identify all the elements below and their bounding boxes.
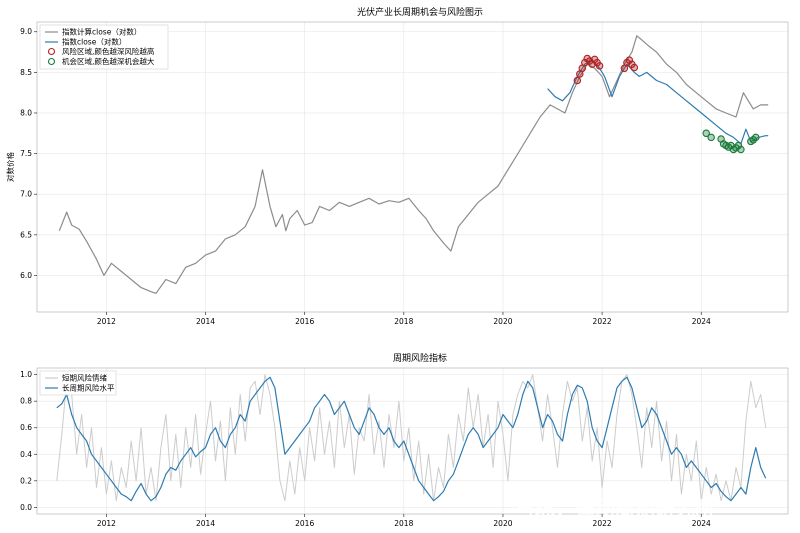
bottom-plot-area xyxy=(56,374,767,502)
bottom-panel: 周期风险指标 0.00.20.40.60.81.0 2012 2014 2016 20… xyxy=(20,352,789,528)
x-tick-label: 2016 xyxy=(295,519,314,528)
x-tick-label: 2014 xyxy=(196,317,215,326)
bottom-chart-title: 周期风险指标 xyxy=(393,352,447,364)
x-tick-label: 2018 xyxy=(394,519,413,528)
scatter-point-risk xyxy=(573,76,582,85)
y-tick-label: 9.0 xyxy=(20,27,32,36)
series-line-1 xyxy=(547,59,769,145)
top-x-ticks: 2012 2014 2016 2018 2020 2022 2024 xyxy=(97,312,711,326)
series-line-0 xyxy=(56,374,767,502)
x-tick-label: 2020 xyxy=(493,519,512,528)
x-tick-label: 2012 xyxy=(97,519,116,528)
x-tick-label: 2024 xyxy=(692,317,711,326)
y-tick-label: 7.0 xyxy=(20,190,32,199)
y-tick-label: 1.0 xyxy=(20,370,32,379)
scatter-point-risk xyxy=(595,62,604,70)
legend-risk-marker xyxy=(47,47,56,56)
top-chart-title: 光伏产业长周期机会与风险图示 xyxy=(357,6,483,18)
x-tick-label: 2022 xyxy=(593,317,612,326)
top-legend-box xyxy=(39,24,169,70)
top-y-ticks: 6.0 6.5 7.0 7.5 8.0 8.5 9.0 xyxy=(20,27,37,280)
y-tick-label: 8.5 xyxy=(20,68,32,77)
top-axes-frame xyxy=(36,21,789,313)
y-tick-label: 0.0 xyxy=(20,503,32,512)
scatter-point-risk xyxy=(625,56,634,64)
legend-opportunity-label: 机会区域,颜色越深机会越大 xyxy=(62,56,155,66)
y-tick-label: 6.5 xyxy=(20,230,32,239)
y-tick-label: 0.8 xyxy=(20,397,32,406)
x-tick-label: 2024 xyxy=(692,519,711,528)
top-legend: 指数计算close（对数） 指数close（对数） 风险区域,颜色越深风险越高 … xyxy=(39,24,169,70)
scatter-point-opportunity xyxy=(734,141,743,150)
x-tick-label: 2018 xyxy=(394,317,413,326)
y-tick-label: 7.5 xyxy=(20,149,32,158)
series-line-0 xyxy=(58,35,769,294)
y-tick-label: 0.6 xyxy=(20,423,32,432)
top-plot-area xyxy=(58,35,769,294)
y-tick-label: 6.0 xyxy=(20,271,32,280)
x-tick-label: 2012 xyxy=(97,317,116,326)
scatter-point-opportunity xyxy=(737,145,745,154)
top-panel: 光伏产业长周期机会与风险图示 6.0 6.5 7.0 7.5 8.0 8.5 9.0 201… xyxy=(5,6,789,326)
legend-calc-label: 指数计算close（对数） xyxy=(62,27,141,37)
legend-short-label: 短期风险情绪 xyxy=(62,373,107,383)
scatter-point-opportunity xyxy=(752,133,760,142)
legend-close-label: 指数close（对数） xyxy=(62,37,126,47)
x-tick-label: 2016 xyxy=(295,317,314,326)
top-y-axis-label: 对数价格 xyxy=(5,152,15,182)
x-tick-label: 2014 xyxy=(196,519,215,528)
bottom-axes-frame xyxy=(36,367,789,515)
scatter-point-opportunity xyxy=(702,129,710,138)
y-tick-label: 0.4 xyxy=(20,450,32,459)
bottom-y-ticks: 0.0 0.2 0.4 0.6 0.8 1.0 xyxy=(20,370,37,512)
legend-opportunity-marker xyxy=(47,57,56,66)
legend-risk-label: 风险区域,颜色越深风险越高 xyxy=(62,46,155,56)
bottom-legend-box xyxy=(39,370,117,396)
legend-long-label: 长周期风险水平 xyxy=(62,383,115,393)
x-tick-label: 2020 xyxy=(493,317,512,326)
y-tick-label: 0.2 xyxy=(20,476,32,485)
y-tick-label: 8.0 xyxy=(20,108,32,117)
scatter-point-risk xyxy=(630,63,639,72)
bottom-legend: 短期风险情绪 长周期风险水平 xyxy=(39,370,117,396)
watermark: 雪球：律动周期研究所 xyxy=(515,496,715,520)
x-tick-label: 2022 xyxy=(593,519,612,528)
series-line-1 xyxy=(56,376,767,502)
scatter-point-opportunity xyxy=(707,133,715,142)
bottom-x-ticks: 2012 2014 2016 2018 2020 2022 2024 xyxy=(97,514,711,528)
